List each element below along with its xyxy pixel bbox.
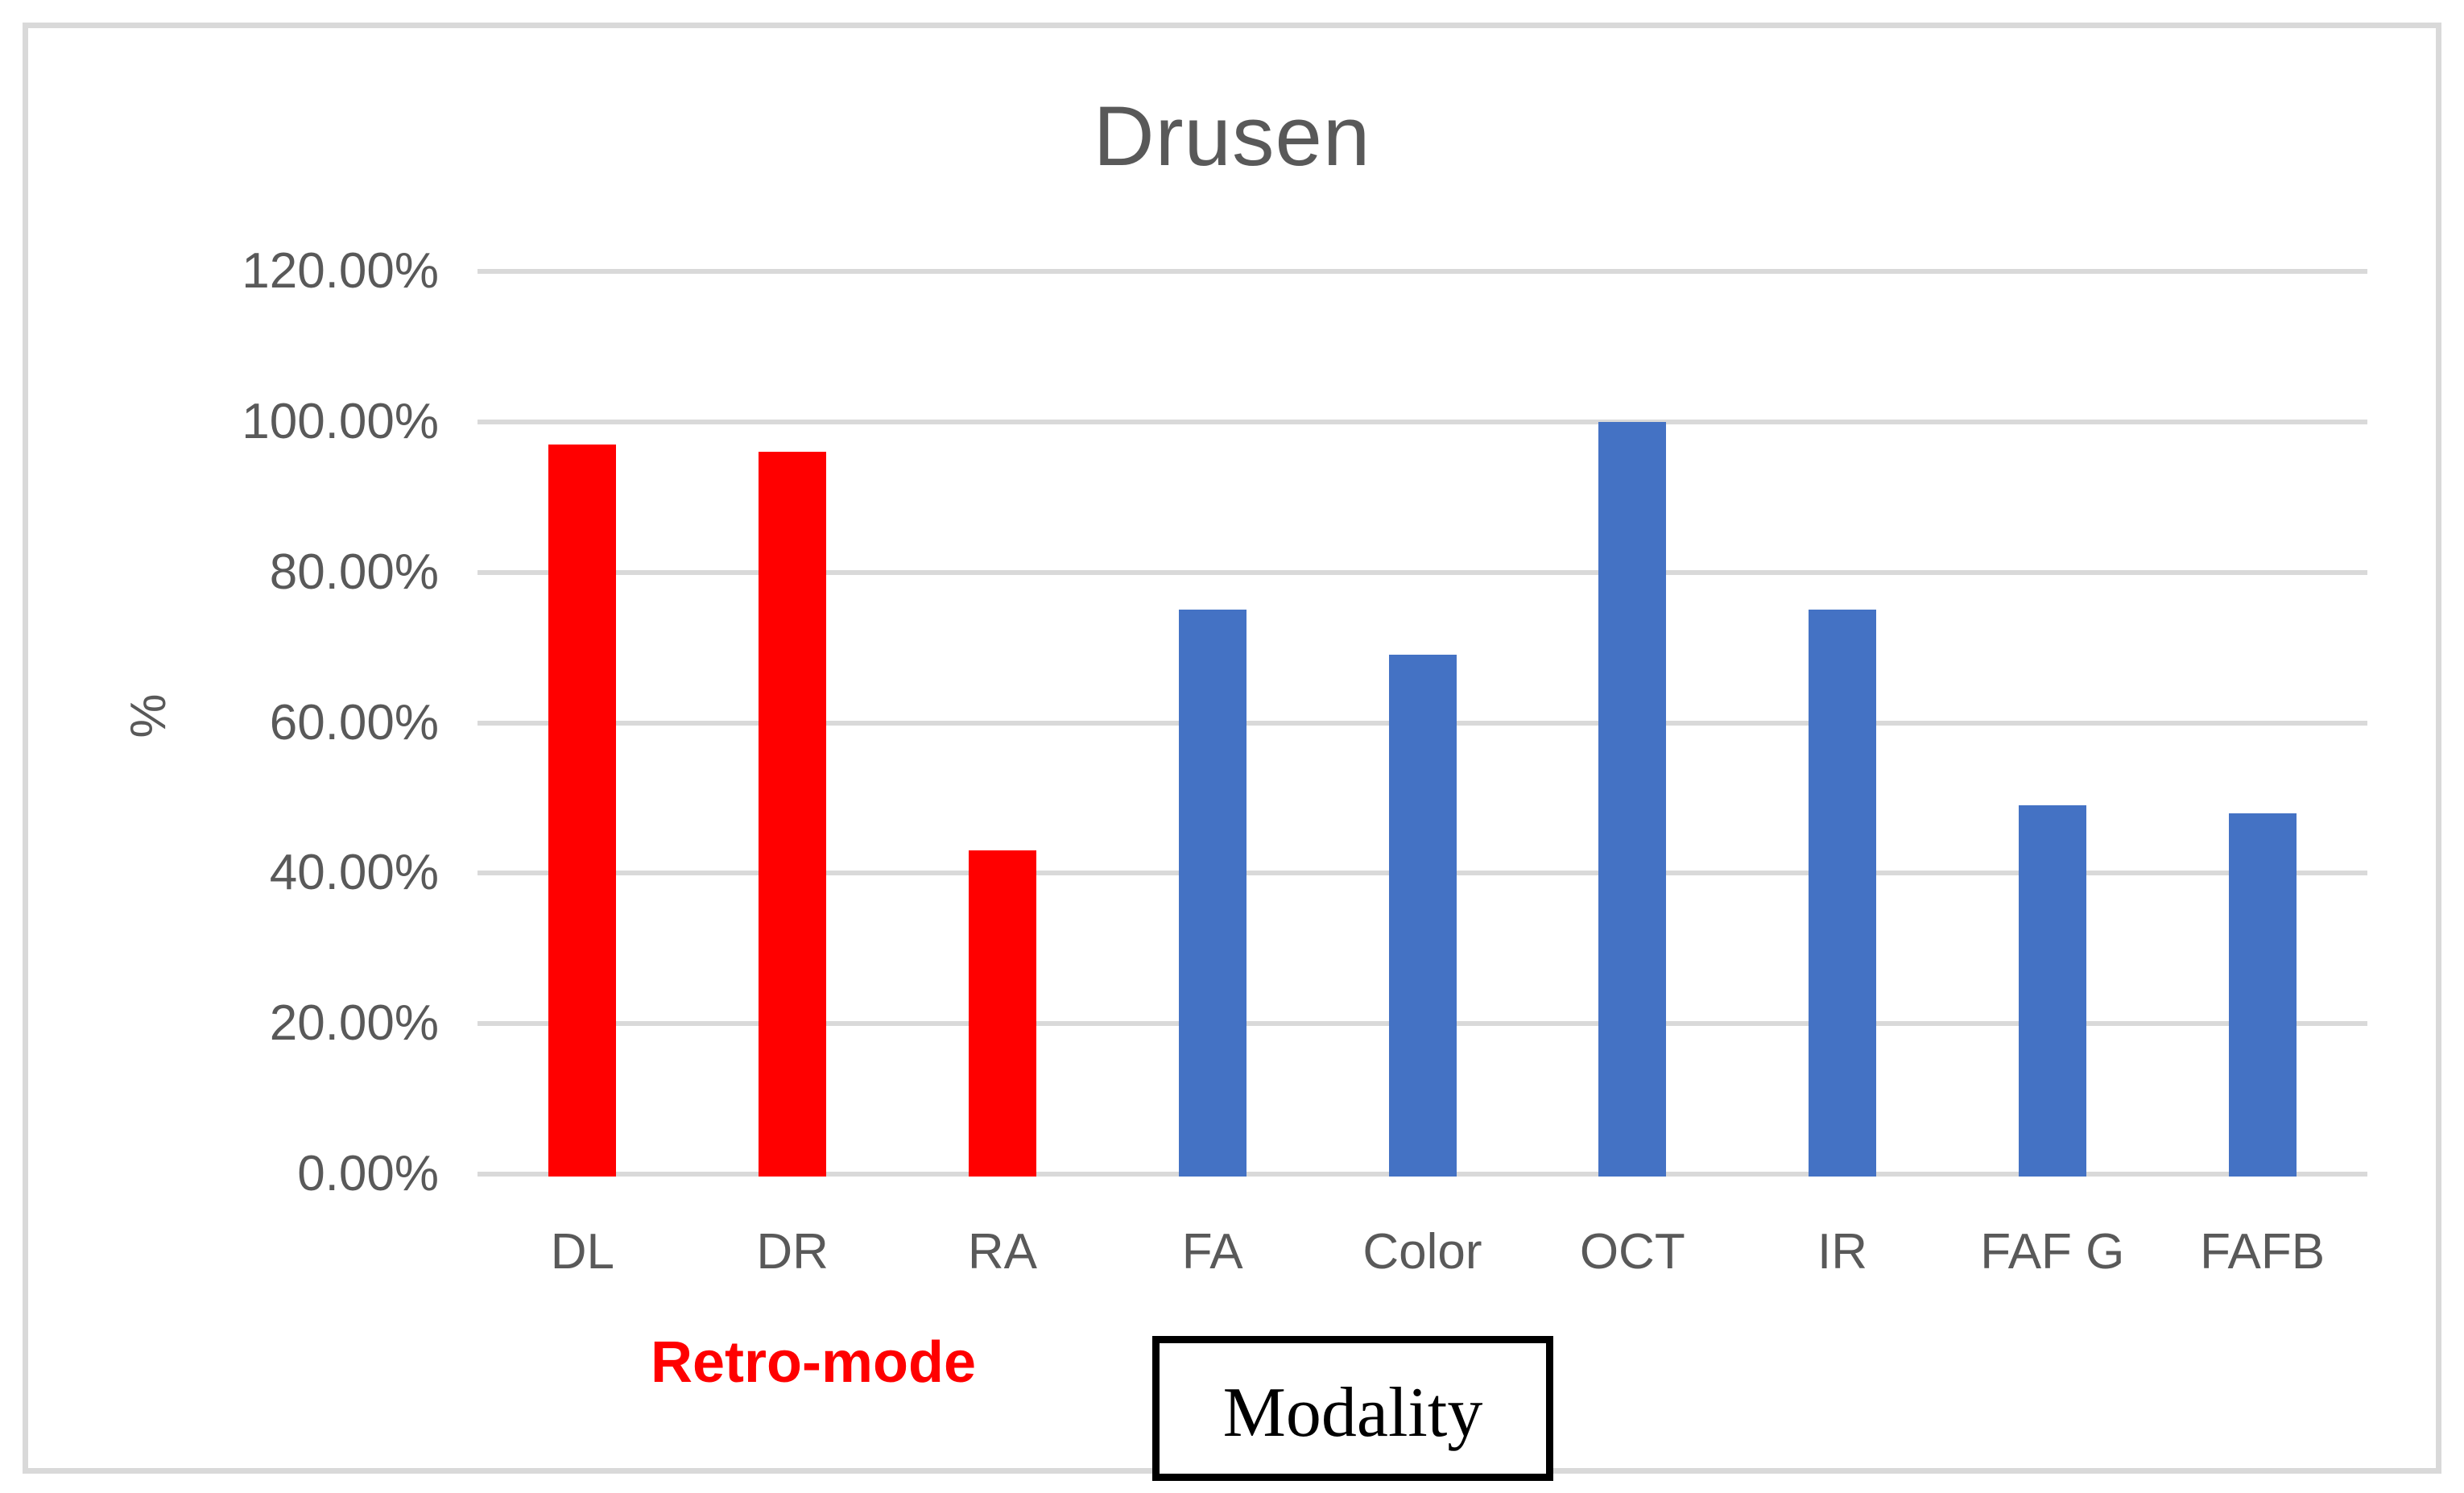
x-tick-label-FAFB: FAFB xyxy=(2200,1224,2326,1280)
x-tick-label-OCT: OCT xyxy=(1579,1224,1685,1280)
x-tick-label-DL: DL xyxy=(550,1224,615,1280)
y-tick-label-0.00%: 0.00% xyxy=(297,1146,439,1201)
x-tick-label-IR: IR xyxy=(1817,1224,1868,1280)
gridline-80.00% xyxy=(478,569,2367,575)
modality-annotation-box: Modality xyxy=(1152,1336,1553,1481)
x-tick-label-FA: FA xyxy=(1181,1224,1243,1280)
bar-FAF G xyxy=(2018,805,2086,1177)
bar-Color xyxy=(1388,655,1457,1177)
plot-area xyxy=(478,269,2367,1177)
bar-IR xyxy=(1809,610,1877,1177)
retro-mode-annotation: Retro-mode xyxy=(650,1330,976,1395)
bar-FAFB xyxy=(2228,813,2297,1177)
x-tick-label-RA: RA xyxy=(967,1224,1037,1280)
modality-annotation-label: Modality xyxy=(1222,1373,1483,1452)
bar-RA xyxy=(968,850,1036,1177)
gridline-100.00% xyxy=(478,419,2367,424)
bar-DL xyxy=(548,444,617,1177)
gridline-120.00% xyxy=(478,269,2367,274)
bar-OCT xyxy=(1598,421,1667,1177)
y-tick-label-100.00%: 100.00% xyxy=(242,393,439,449)
x-tick-label-Color: Color xyxy=(1362,1224,1482,1280)
x-tick-label-FAF G: FAF G xyxy=(1980,1224,2125,1280)
x-tick-label-DR: DR xyxy=(756,1224,829,1280)
bar-FA xyxy=(1178,610,1246,1177)
chart-title: Drusen xyxy=(1093,89,1371,184)
bar-DR xyxy=(759,452,827,1177)
y-tick-label-80.00%: 80.00% xyxy=(269,544,439,600)
y-tick-label-120.00%: 120.00% xyxy=(242,243,439,299)
y-tick-label-20.00%: 20.00% xyxy=(269,995,439,1052)
y-tick-label-60.00%: 60.00% xyxy=(269,694,439,751)
y-tick-label-40.00%: 40.00% xyxy=(269,845,439,901)
